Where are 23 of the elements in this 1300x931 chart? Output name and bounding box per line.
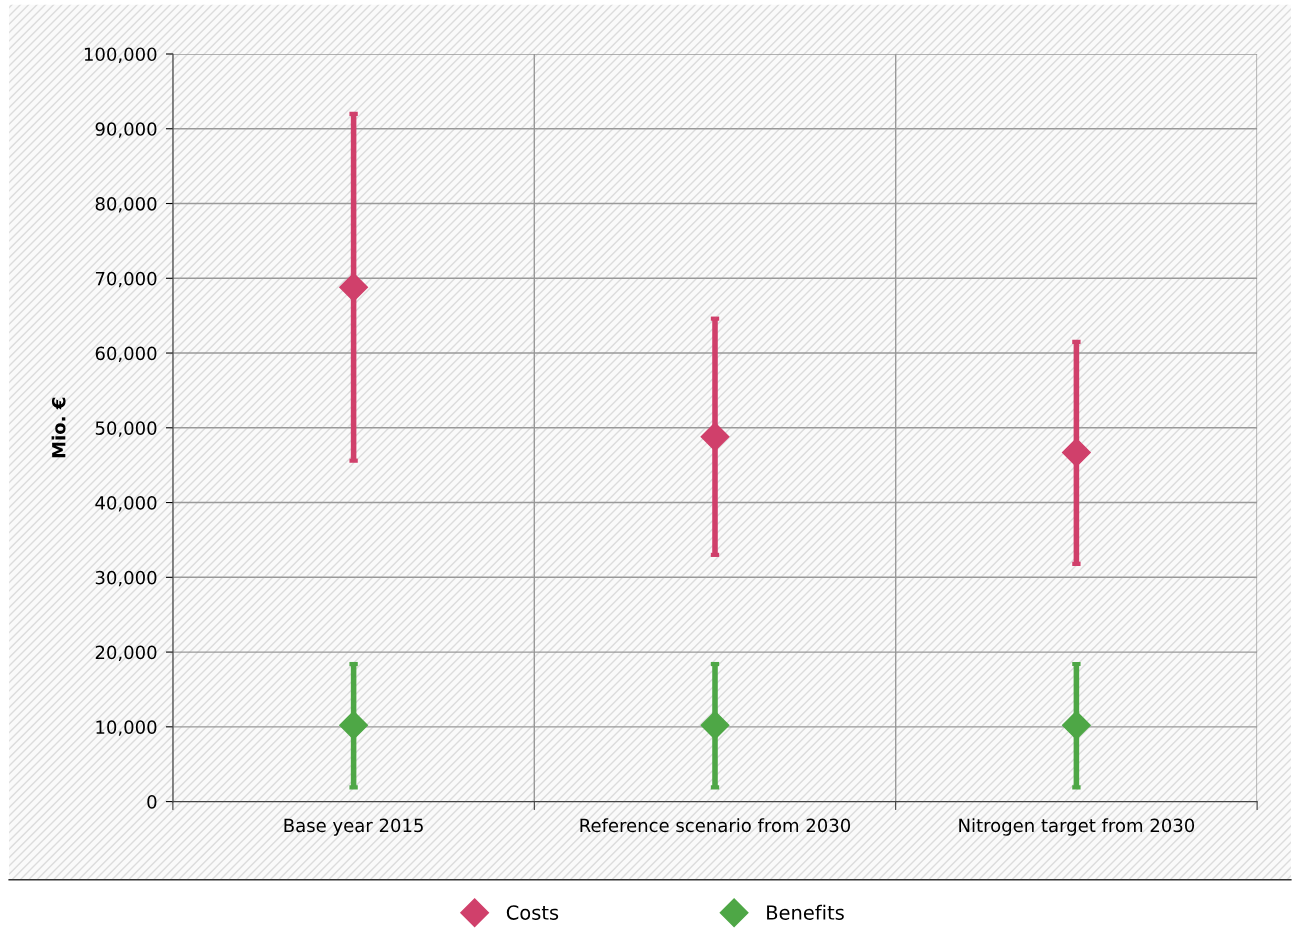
y-tick-label: 0 [147,795,157,809]
point [339,710,369,740]
y-tick-label: 60,000 [95,346,157,362]
point [1061,438,1091,467]
y-tick-label: 80,000 [95,196,157,213]
legend-label: Costs [506,905,559,920]
y-tick-label: 30,000 [95,570,157,587]
y-tick-label: 10,000 [96,720,157,736]
y-tick-label: 20,000 [95,645,157,662]
y-tick-label: 70,000 [95,271,157,288]
y-tick-label: 100,000 [84,47,157,63]
y-tick-label: 50,000 [95,421,157,437]
legend-label: Benefits [767,904,844,920]
y-tick-label: 90,000 [95,122,157,138]
x-tick-label: Nitrogen target from 2030 [959,818,1195,836]
x-tick-label: Base year 2015 [284,818,423,836]
point [700,422,730,452]
x-tick-label: Reference scenario from 2030 [580,818,851,833]
y-tick-label: 40,000 [95,496,157,512]
point [339,272,369,302]
point [700,710,730,740]
point [1061,710,1091,740]
y-axis-title: Mio. € [51,397,66,458]
